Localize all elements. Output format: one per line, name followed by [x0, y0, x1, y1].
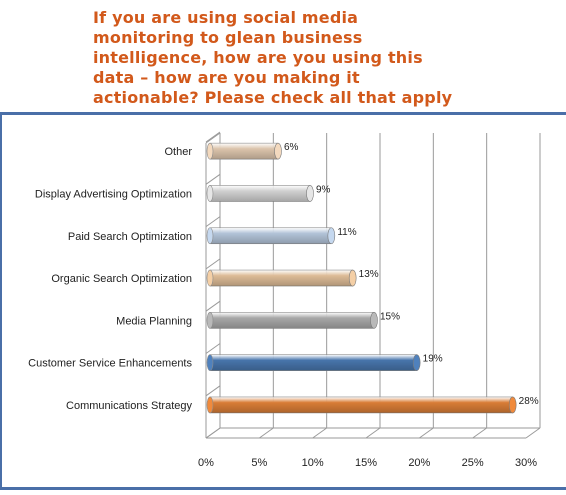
bar-start-cap — [206, 269, 214, 287]
bar-shade — [210, 312, 374, 329]
bar-media-planning — [206, 312, 378, 329]
bar-shade — [210, 396, 513, 413]
x-tick-label: 15% — [355, 457, 377, 469]
x-tick-label: 0% — [198, 457, 214, 469]
bar-communications-strategy — [206, 396, 517, 414]
gridline-floor — [259, 427, 274, 439]
value-label: 19% — [423, 354, 443, 365]
bar-shade — [210, 143, 278, 160]
bar-start-cap — [206, 227, 214, 245]
bar-end-cap — [274, 142, 282, 160]
title-line: data – how are you making it — [93, 68, 360, 87]
bar-end-cap — [327, 227, 336, 245]
value-label: 28% — [519, 396, 539, 407]
x-tick-label: 20% — [408, 457, 430, 469]
bar-start-cap — [206, 142, 214, 160]
category-label: Communications Strategy — [66, 400, 192, 412]
bar-shade — [210, 354, 417, 371]
bar-other — [206, 142, 282, 160]
bar-organic-search-optimization — [206, 269, 357, 287]
gridline-floor — [419, 427, 434, 439]
gridline-side — [205, 427, 221, 439]
bar-shade — [210, 227, 332, 244]
chart-title: If you are using social media monitoring… — [93, 8, 533, 108]
title-line: actionable? Please check all that apply — [93, 88, 453, 107]
title-line: If you are using social media — [93, 8, 359, 27]
title-line: intelligence, how are you using this — [93, 48, 423, 67]
gridline-side — [205, 300, 221, 312]
gridline-floor — [525, 427, 541, 439]
bar-start-cap — [206, 396, 214, 414]
category-label: Display Advertising Optimization — [35, 188, 192, 200]
gridline-floor — [312, 427, 327, 439]
bar-display-advertising-optimization — [206, 185, 314, 202]
value-label: 13% — [359, 269, 379, 280]
value-label: 15% — [380, 311, 400, 322]
bar-start-cap — [206, 185, 214, 202]
bar-end-cap — [348, 269, 357, 287]
category-label: Other — [164, 146, 192, 158]
x-tick-label: 30% — [515, 457, 537, 469]
gridline-side — [205, 385, 221, 397]
bar-end-cap — [412, 354, 421, 371]
category-label: Customer Service Enhancements — [28, 358, 192, 370]
gridline-side — [205, 173, 221, 185]
gridline-side — [205, 131, 221, 143]
frame-bottom-border — [0, 487, 566, 490]
gridline-side — [205, 258, 221, 270]
bar-start-cap — [206, 354, 214, 371]
category-label: Paid Search Optimization — [68, 231, 192, 243]
x-tick-label: 10% — [302, 457, 324, 469]
frame-left-border — [0, 112, 2, 490]
gridline-side — [205, 343, 221, 354]
bar-shade — [210, 185, 310, 202]
value-label: 6% — [284, 142, 299, 153]
bar-end-cap — [370, 312, 378, 329]
x-tick-label: 5% — [251, 457, 267, 469]
gridline-floor — [472, 427, 487, 439]
bar-shade — [210, 270, 353, 287]
value-label: 9% — [316, 184, 331, 195]
bar-start-cap — [206, 312, 214, 329]
bar-customer-service-enhancements — [206, 354, 421, 371]
x-tick-label: 25% — [462, 457, 484, 469]
gridline-side — [205, 216, 221, 228]
title-line: monitoring to glean business — [93, 28, 363, 47]
bar-paid-search-optimization — [206, 227, 336, 245]
category-label: Organic Search Optimization — [51, 273, 192, 285]
side-top-edge — [205, 132, 221, 144]
category-label: Media Planning — [116, 315, 192, 327]
bar-end-cap — [508, 396, 517, 414]
gridline-floor — [365, 427, 381, 439]
frame-top-border — [0, 112, 566, 115]
value-label: 11% — [337, 227, 356, 238]
bar-end-cap — [306, 185, 314, 202]
